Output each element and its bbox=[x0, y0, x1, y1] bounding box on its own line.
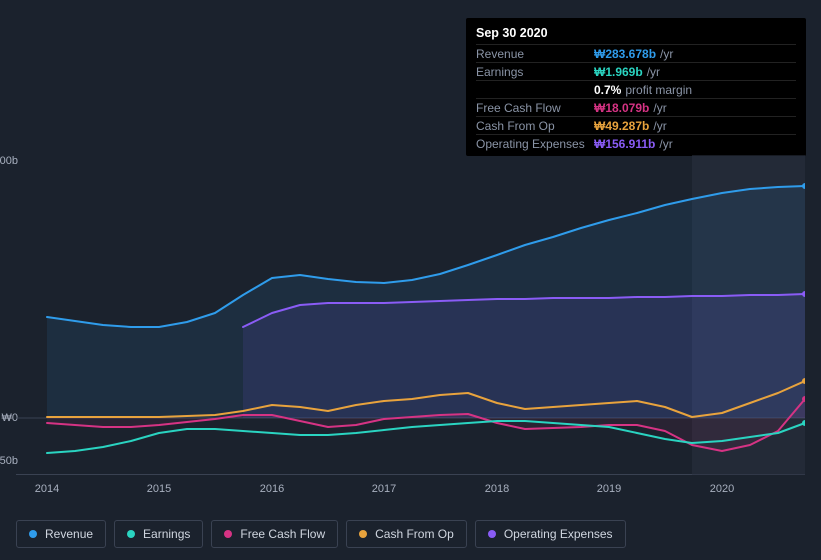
line-chart-svg bbox=[16, 155, 805, 475]
tooltip-value: ₩1.969b bbox=[594, 65, 643, 79]
x-tick-label: 2014 bbox=[35, 483, 59, 495]
tooltip-value: ₩283.678b bbox=[594, 47, 656, 61]
legend-label: Operating Expenses bbox=[504, 527, 613, 541]
x-tick-label: 2018 bbox=[485, 483, 509, 495]
legend: Revenue Earnings Free Cash Flow Cash From O… bbox=[16, 520, 626, 548]
tooltip-label: Operating Expenses bbox=[476, 137, 594, 151]
tooltip-label: Free Cash Flow bbox=[476, 101, 594, 115]
legend-item-opex[interactable]: Operating Expenses bbox=[475, 520, 626, 548]
legend-item-earnings[interactable]: Earnings bbox=[114, 520, 203, 548]
tooltip-note-label: profit margin bbox=[625, 83, 692, 97]
tooltip-label: Earnings bbox=[476, 65, 594, 79]
tooltip-note-value: 0.7% bbox=[594, 83, 621, 97]
tooltip-unit: /yr bbox=[659, 137, 672, 151]
x-tick-label: 2015 bbox=[147, 483, 171, 495]
financials-chart-panel: Sep 30 2020 Revenue₩283.678b/yrEarnings₩… bbox=[0, 0, 821, 560]
tooltip-row-cfo: Cash From Op₩49.287b/yr bbox=[476, 116, 796, 134]
tooltip-unit: /yr bbox=[653, 101, 666, 115]
chart-tooltip: Sep 30 2020 Revenue₩283.678b/yrEarnings₩… bbox=[466, 18, 806, 156]
legend-item-revenue[interactable]: Revenue bbox=[16, 520, 106, 548]
legend-item-fcf[interactable]: Free Cash Flow bbox=[211, 520, 338, 548]
x-tick-label: 2017 bbox=[372, 483, 396, 495]
tooltip-row-opex: Operating Expenses₩156.911b/yr bbox=[476, 134, 796, 152]
x-tick-label: 2019 bbox=[597, 483, 621, 495]
tooltip-unit: /yr bbox=[653, 119, 666, 133]
tooltip-row-rev: Revenue₩283.678b/yr bbox=[476, 44, 796, 62]
legend-label: Free Cash Flow bbox=[240, 527, 325, 541]
x-tick-label: 2020 bbox=[710, 483, 734, 495]
legend-swatch bbox=[29, 530, 37, 538]
legend-label: Earnings bbox=[143, 527, 190, 541]
tooltip-unit: /yr bbox=[647, 65, 660, 79]
tooltip-value: ₩18.079b bbox=[594, 101, 649, 115]
legend-label: Revenue bbox=[45, 527, 93, 541]
legend-swatch bbox=[488, 530, 496, 538]
legend-label: Cash From Op bbox=[375, 527, 454, 541]
plot-surface[interactable] bbox=[16, 155, 805, 475]
tooltip-row-earn: Earnings₩1.969b/yr bbox=[476, 62, 796, 80]
tooltip-note-earn: 0.7% profit margin bbox=[476, 80, 796, 98]
tooltip-value: ₩156.911b bbox=[594, 137, 655, 151]
legend-item-cashop[interactable]: Cash From Op bbox=[346, 520, 467, 548]
tooltip-date: Sep 30 2020 bbox=[476, 24, 796, 44]
tooltip-unit: /yr bbox=[660, 47, 673, 61]
tooltip-value: ₩49.287b bbox=[594, 119, 649, 133]
x-axis: 2014 2015 2016 2017 2018 2019 2020 bbox=[16, 475, 805, 500]
tooltip-row-fcf: Free Cash Flow₩18.079b/yr bbox=[476, 98, 796, 116]
chart-area[interactable]: ₩300b₩0-₩50b 201420152016201720182019202… bbox=[16, 155, 805, 500]
x-tick-label: 2016 bbox=[260, 483, 284, 495]
legend-swatch bbox=[359, 530, 367, 538]
tooltip-label: Cash From Op bbox=[476, 119, 594, 133]
tooltip-label: Revenue bbox=[476, 47, 594, 61]
legend-swatch bbox=[127, 530, 135, 538]
legend-swatch bbox=[224, 530, 232, 538]
